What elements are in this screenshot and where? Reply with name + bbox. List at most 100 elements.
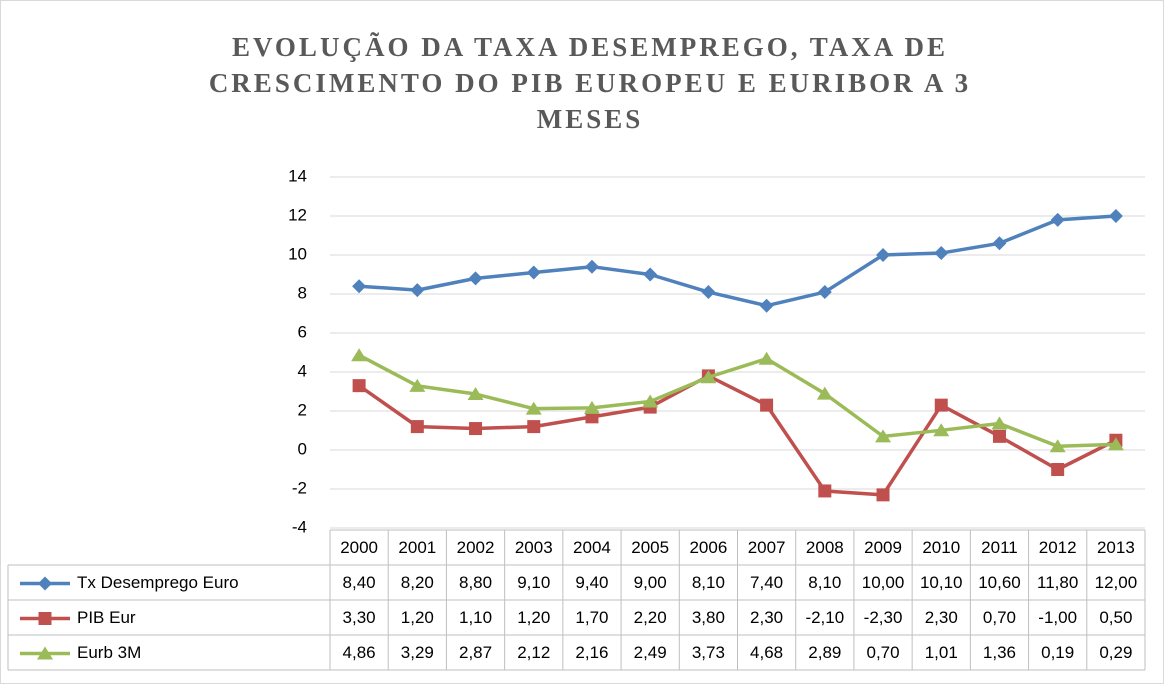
marker <box>700 370 717 384</box>
series-line <box>358 353 1116 449</box>
marker <box>409 378 426 392</box>
data-table-value: 1,10 <box>459 608 492 627</box>
data-table-value: 2,30 <box>750 608 783 627</box>
data-table-value: 0,19 <box>1041 643 1074 662</box>
y-tick-label: 4 <box>298 361 307 380</box>
marker <box>818 484 832 498</box>
marker <box>876 488 890 502</box>
marker <box>991 416 1008 430</box>
marker <box>1107 437 1124 451</box>
series-line <box>358 374 1117 497</box>
marker <box>410 420 424 434</box>
marker <box>817 285 832 300</box>
chart-title: CRESCIMENTO DO PIB EUROPEU E EURIBOR A 3 <box>209 68 971 98</box>
marker <box>351 348 368 362</box>
marker <box>701 285 716 300</box>
x-tick-label: 2000 <box>340 538 378 557</box>
y-tick-label: 0 <box>298 439 307 458</box>
marker <box>1051 463 1065 476</box>
marker <box>583 400 600 414</box>
marker <box>759 298 774 313</box>
marker <box>1050 212 1065 227</box>
marker <box>410 283 425 298</box>
data-table-value: 2,49 <box>634 643 667 662</box>
data-table-value: 3,73 <box>692 643 725 662</box>
marker <box>933 423 950 437</box>
data-table-value: 0,70 <box>983 608 1016 627</box>
data-table-value: 10,60 <box>978 573 1021 592</box>
x-tick-label: 2011 <box>981 538 1018 557</box>
legend-marker <box>38 576 52 591</box>
data-table-value: 7,40 <box>750 573 783 592</box>
data-table-value: 2,89 <box>808 643 841 662</box>
y-tick-label: 6 <box>298 322 307 341</box>
series-line <box>358 214 1117 308</box>
marker <box>352 379 366 393</box>
data-table-value: 4,86 <box>343 643 376 662</box>
legend-label: PIB Eur <box>77 608 136 627</box>
data-table-value: 10,00 <box>862 573 905 592</box>
data-table-value: 0,29 <box>1099 643 1132 662</box>
marker <box>467 387 484 401</box>
y-tick-label: 10 <box>288 244 307 263</box>
y-tick-label: -4 <box>292 517 307 536</box>
data-table-value: 3,30 <box>343 608 376 627</box>
x-tick-label: 2001 <box>398 538 436 557</box>
y-tick-label: -2 <box>292 478 307 497</box>
data-table-value: 4,68 <box>750 643 783 662</box>
y-tick-label: 2 <box>298 400 307 419</box>
marker <box>469 422 483 436</box>
marker <box>876 248 891 262</box>
x-tick-label: 2003 <box>515 538 553 557</box>
data-table-value: 8,10 <box>808 573 841 592</box>
marker <box>526 265 541 280</box>
legend-label: Eurb 3M <box>77 643 141 662</box>
marker <box>934 398 948 412</box>
marker <box>1049 439 1066 453</box>
marker <box>525 401 542 415</box>
x-tick-label: 2006 <box>689 538 727 557</box>
data-table-value: 2,20 <box>634 608 667 627</box>
data-table-value: 8,40 <box>343 573 376 592</box>
data-table-value: -1,00 <box>1038 608 1077 627</box>
x-tick-label: 2010 <box>922 538 960 557</box>
data-table-value: 9,40 <box>575 573 608 592</box>
marker <box>816 386 833 400</box>
data-table-value: -2,30 <box>864 608 903 627</box>
legend-label: Tx Desemprego Euro <box>77 573 239 592</box>
marker <box>642 394 659 408</box>
data-table-value: 0,50 <box>1099 608 1132 627</box>
data-table-value: 0,70 <box>866 643 899 662</box>
data-table-value: 11,80 <box>1037 573 1078 592</box>
data-table-value: 2,16 <box>575 643 608 662</box>
marker <box>468 271 483 286</box>
data-table-value: 2,87 <box>459 643 492 662</box>
data-table-value: 9,10 <box>517 573 550 592</box>
marker <box>1108 209 1123 223</box>
x-tick-label: 2007 <box>748 538 786 557</box>
legend-marker <box>37 646 53 660</box>
y-tick-label: 8 <box>298 283 307 302</box>
marker <box>527 420 541 434</box>
data-table-value: 2,12 <box>517 643 550 662</box>
data-table-value: 1,01 <box>925 643 958 662</box>
data-table-value: 1,20 <box>401 608 434 627</box>
data-table-value: 1,36 <box>983 643 1016 662</box>
x-tick-label: 2005 <box>631 538 669 557</box>
data-table-value: 8,20 <box>401 573 434 592</box>
marker <box>992 236 1007 251</box>
marker <box>934 246 949 261</box>
chart-title: EVOLUÇÃO DA TAXA DESEMPREGO, TAXA DE <box>232 32 948 62</box>
data-table-value: 10,10 <box>920 573 963 592</box>
y-tick-label: 12 <box>288 205 307 224</box>
x-tick-label: 2013 <box>1097 538 1135 557</box>
x-tick-label: 2002 <box>457 538 495 557</box>
x-tick-label: 2009 <box>864 538 902 557</box>
data-table-value: 8,10 <box>692 573 725 592</box>
data-table-value: 1,70 <box>575 608 608 627</box>
x-tick-label: 2004 <box>573 538 611 557</box>
data-table-value: 3,80 <box>692 608 725 627</box>
data-table-value: 2,30 <box>925 608 958 627</box>
